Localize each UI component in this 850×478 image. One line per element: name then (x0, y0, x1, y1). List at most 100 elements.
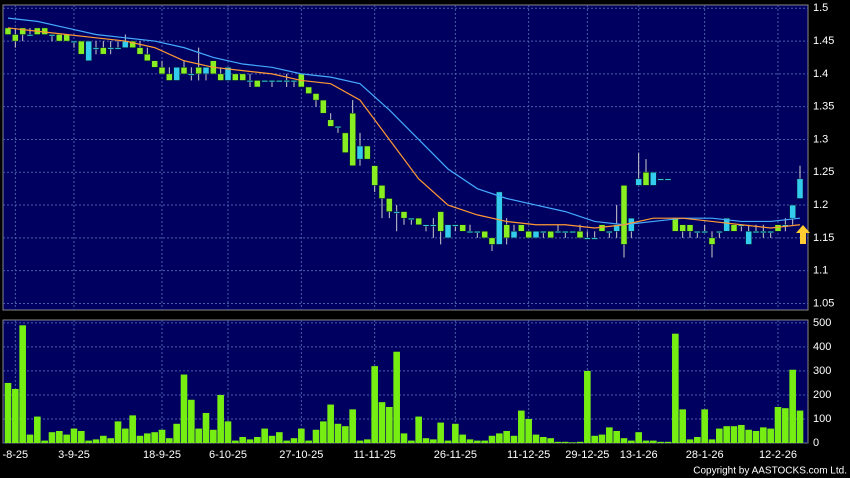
candle-body (188, 73, 195, 76)
y-tick-label: 1.35 (813, 101, 834, 113)
candle-body (107, 47, 114, 50)
candle-body (166, 73, 173, 81)
volume-bar (613, 430, 620, 443)
volume-bar (591, 435, 598, 443)
candle-body (26, 34, 34, 37)
x-tick-label: 3-9-25 (58, 449, 90, 461)
candle-body (364, 145, 371, 160)
volume-bar (195, 428, 202, 443)
volume-bar (364, 439, 371, 443)
volume-bar (232, 440, 239, 443)
volume-bar (158, 429, 166, 443)
volume-bar (481, 440, 488, 443)
candle-body (576, 231, 584, 239)
candle-body (422, 224, 430, 227)
volume-bar (327, 404, 334, 443)
candle-body (327, 119, 334, 127)
volume-bar (408, 440, 415, 443)
volume-bar (268, 435, 276, 443)
candle-body (217, 73, 224, 81)
volume-bar (723, 426, 730, 443)
candle-body (386, 198, 393, 212)
candle-body (400, 211, 408, 219)
candle-body (4, 27, 12, 35)
candle-body (716, 231, 723, 234)
volume-bar (276, 432, 283, 443)
candle-body (796, 178, 804, 199)
volume-bar (386, 406, 393, 443)
candle-body (48, 34, 56, 37)
volume-bar (466, 439, 474, 443)
y-tick-label: 1.45 (813, 35, 834, 47)
candle-body (510, 231, 518, 239)
candle-body (246, 80, 254, 83)
candle-body (481, 231, 488, 239)
x-tick-label: 11-12-25 (507, 449, 550, 461)
candle-body (320, 99, 327, 114)
volume-bar (569, 442, 576, 443)
candle-body (459, 224, 466, 232)
volume-bar (657, 441, 664, 443)
volume-bar (745, 429, 752, 443)
volume-bar (701, 409, 708, 443)
volume-bar (510, 435, 518, 443)
x-tick-label: 11-11-25 (353, 449, 395, 461)
x-tick-label: 28-1-26 (686, 449, 724, 461)
candle-body (752, 231, 760, 234)
volume-bar (686, 439, 694, 443)
volume-bar (136, 435, 144, 443)
candle-body (19, 27, 26, 35)
candle-body (701, 231, 708, 234)
volume-bar (122, 428, 129, 443)
candle-body (723, 217, 730, 232)
candle-body (100, 47, 107, 55)
volume-bar (180, 374, 188, 443)
volume-bar (679, 409, 686, 443)
y-tick-label: 1.25 (813, 166, 834, 178)
candle-body (591, 237, 598, 240)
volume-bar (246, 439, 254, 443)
volume-bar (70, 428, 78, 443)
candle-body (114, 47, 122, 50)
candle-body (606, 231, 613, 234)
volume-bar (188, 399, 195, 443)
volume-bar (78, 430, 85, 443)
volume-bar (422, 438, 430, 443)
volume-bar (488, 435, 496, 443)
candle-body (151, 60, 158, 68)
price-panel (2, 4, 809, 311)
candle-body (92, 47, 100, 50)
volume-bar (562, 441, 569, 443)
volume-bar (371, 366, 378, 443)
volume-bar (752, 430, 760, 443)
moving-average-line (7, 27, 801, 229)
volume-bar (620, 438, 628, 443)
y-tick-label: 1.3 (813, 133, 828, 145)
volume-bar (518, 410, 525, 443)
volume-bar (356, 440, 364, 443)
x-tick-label: 18-9-25 (143, 449, 181, 461)
candle-body (554, 231, 562, 234)
volume-bar (642, 440, 650, 443)
volume-bar (496, 433, 503, 443)
candle-body (635, 178, 642, 186)
volume-bar (107, 438, 114, 443)
volume-bar (650, 440, 657, 443)
candle-body (657, 178, 664, 181)
candle-body (342, 132, 349, 153)
candle-body (679, 224, 686, 232)
volume-bar (202, 412, 210, 443)
volume-bar (437, 422, 444, 443)
volume-bar (19, 325, 26, 443)
volume-bar (730, 426, 738, 443)
candle-body (664, 178, 672, 181)
candle-body (415, 217, 422, 225)
candle-body (584, 237, 591, 240)
candle-body (268, 80, 276, 83)
candle-body (136, 47, 144, 55)
volume-bar (452, 423, 459, 443)
candle-body (290, 80, 298, 83)
y-tick-label: 1.2 (813, 199, 828, 211)
volume-bar (378, 402, 386, 443)
